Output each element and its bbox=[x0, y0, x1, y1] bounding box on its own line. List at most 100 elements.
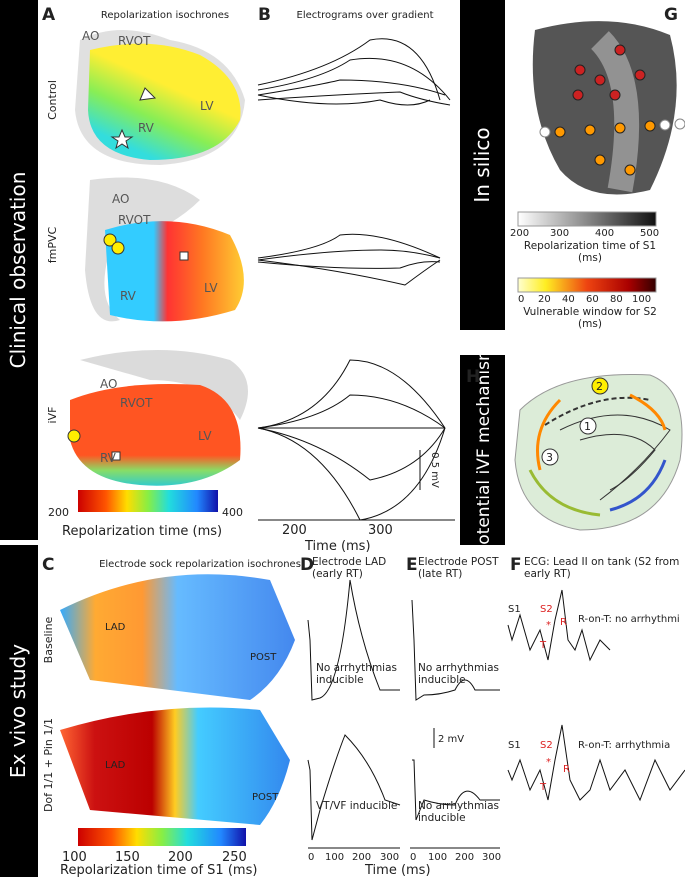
ecg-label: T bbox=[539, 782, 547, 793]
panel-letter: G bbox=[664, 5, 678, 25]
heart-label: AO bbox=[82, 29, 99, 43]
ecg-label: R bbox=[563, 764, 570, 775]
x-tick-label: 100 bbox=[325, 852, 344, 863]
panel-letter: F bbox=[510, 555, 522, 575]
x-tick-label: 300 bbox=[380, 852, 399, 863]
ecg-note: R-on-T: arrhythmia bbox=[578, 740, 670, 751]
colorbar-tick: 300 bbox=[550, 228, 569, 239]
sock-map bbox=[60, 574, 295, 700]
panel-letter: C bbox=[42, 555, 54, 575]
step-number: 3 bbox=[546, 451, 553, 464]
note: No arrhythmias inducible bbox=[316, 662, 398, 686]
heart-ivf bbox=[67, 350, 248, 486]
heart-label: LV bbox=[204, 281, 218, 295]
heart-label: LV bbox=[200, 99, 214, 113]
electrode-label: POST bbox=[250, 652, 277, 663]
side-bar bbox=[0, 545, 38, 877]
panel-letter: A bbox=[42, 5, 56, 25]
colorbar-label: Vulnerable window for S2 (ms) bbox=[523, 306, 657, 330]
ecg-label: S1 bbox=[508, 604, 521, 615]
row-label: fmPVC bbox=[46, 226, 59, 263]
heart-label: RV bbox=[120, 289, 137, 303]
ecg-label: S1 bbox=[508, 740, 521, 751]
note: No arrhythmias inducible bbox=[418, 800, 500, 824]
panel-title: ECG: Lead II on tank (S2 from early RT) bbox=[524, 556, 680, 580]
ecg-label: S2 bbox=[540, 604, 553, 615]
scale-label: 0.5 mV bbox=[429, 452, 440, 488]
colorbar bbox=[78, 490, 218, 512]
electrogram bbox=[412, 759, 500, 821]
colorbar-label: Repolarization time of S1 (ms) bbox=[523, 240, 657, 264]
row-label: iVF bbox=[46, 407, 59, 424]
electrograms bbox=[257, 38, 455, 521]
colorbar-tick: 60 bbox=[586, 294, 599, 305]
side-bar bbox=[460, 355, 505, 545]
panel-title: Repolarization isochrones bbox=[101, 10, 229, 21]
x-tick-label: 300 bbox=[482, 852, 501, 863]
step-number: 1 bbox=[584, 420, 591, 433]
heart-control bbox=[75, 30, 245, 165]
panel-letter: B bbox=[258, 5, 271, 25]
colorbar-tick: 200 bbox=[48, 506, 69, 519]
ecg-label: R bbox=[560, 617, 567, 628]
heart-label: AO bbox=[112, 192, 129, 206]
x-tick-label: 200 bbox=[352, 852, 371, 863]
ecg-note: R-on-T: no arrhythmi bbox=[578, 614, 680, 625]
heart-fmpvc bbox=[85, 177, 244, 322]
panel-letter: D bbox=[300, 555, 314, 575]
heart-label: LV bbox=[198, 429, 212, 443]
panel-letter: H bbox=[466, 367, 480, 387]
x-tick-label: 0 bbox=[308, 852, 314, 863]
colorbar-tick: 400 bbox=[222, 506, 243, 519]
heart-label: RV bbox=[100, 451, 117, 465]
colorbar-tick: 80 bbox=[610, 294, 623, 305]
ecg-label: S2 bbox=[540, 740, 553, 751]
colorbar bbox=[517, 211, 657, 227]
sock-map bbox=[60, 707, 290, 825]
ecg bbox=[507, 724, 685, 802]
colorbar-tick: 200 bbox=[510, 228, 529, 239]
colorbar bbox=[78, 828, 246, 846]
x-tick-label: 0 bbox=[410, 852, 416, 863]
scale-label: 2 mV bbox=[438, 734, 464, 745]
side-label: potential iVF mechanism bbox=[474, 344, 494, 555]
x-tick-label: 200 bbox=[282, 523, 307, 538]
mechanism-heart bbox=[514, 373, 683, 531]
note: No arrhythmias inducible bbox=[418, 662, 500, 686]
ecg-label: * bbox=[546, 620, 551, 631]
side-label: Ex vivo study bbox=[6, 644, 30, 778]
step-number: 2 bbox=[596, 380, 603, 393]
panel-letter: E bbox=[406, 555, 418, 575]
electrogram bbox=[307, 579, 400, 701]
colorbar-tick: 100 bbox=[632, 294, 651, 305]
electrode-label: LAD bbox=[105, 760, 126, 771]
ecg bbox=[507, 589, 611, 662]
electrode-label: POST bbox=[252, 792, 279, 803]
heart-label: RVOT bbox=[118, 213, 151, 227]
electrogram bbox=[411, 599, 500, 701]
silico-heart bbox=[532, 21, 685, 195]
colorbar-tick: 100 bbox=[62, 850, 87, 865]
side-label: In silico bbox=[470, 127, 494, 202]
panel-title: Electrode POST (late RT) bbox=[418, 556, 499, 580]
note: VT/VF inducible bbox=[316, 800, 398, 812]
x-tick-label: 300 bbox=[368, 523, 393, 538]
side-bar bbox=[460, 0, 505, 330]
colorbar-tick: 200 bbox=[168, 850, 193, 865]
panel-title: Electrode sock repolarization isochrones bbox=[99, 559, 301, 570]
colorbar bbox=[517, 277, 657, 293]
x-tick-label: 200 bbox=[455, 852, 474, 863]
colorbar-label: Repolarization time (ms) bbox=[62, 524, 222, 539]
colorbar-tick: 40 bbox=[562, 294, 575, 305]
heart-label: RV bbox=[138, 121, 155, 135]
ecg-label: T bbox=[539, 640, 547, 651]
heart-label: RVOT bbox=[118, 34, 151, 48]
side-label: Clinical observation bbox=[6, 172, 30, 369]
row-label: Control bbox=[46, 80, 59, 120]
electrogram bbox=[307, 734, 401, 841]
side-bar bbox=[0, 0, 38, 540]
row-label: Baseline bbox=[42, 616, 55, 663]
heart-label: AO bbox=[100, 377, 117, 391]
colorbar-tick: 400 bbox=[595, 228, 614, 239]
